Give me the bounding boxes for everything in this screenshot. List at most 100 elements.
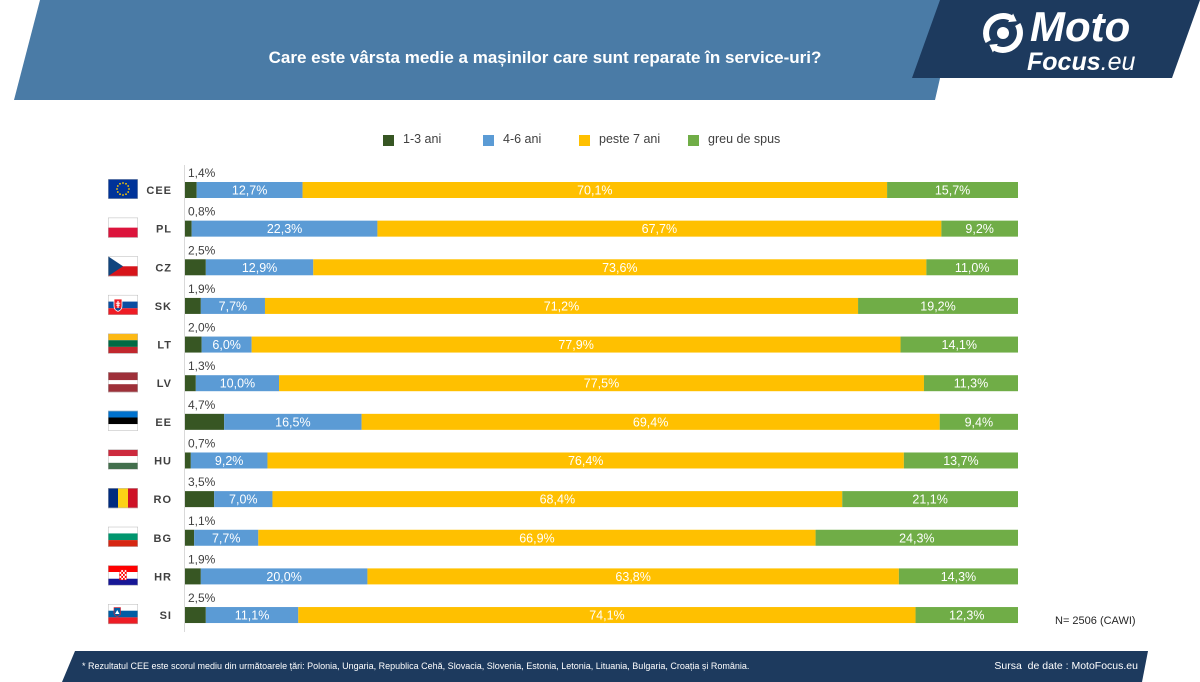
bar-segment-ro-4-6-ani xyxy=(214,491,273,508)
eu-flag-icon xyxy=(108,179,138,199)
value-label-si-4-6-ani: 11,1% xyxy=(235,609,270,623)
bar-segment-ee-greu-de-spus xyxy=(939,413,1018,430)
bar-segment-pl-greu-de-spus xyxy=(941,220,1018,237)
bar-segment-pl-4-6-ani xyxy=(191,220,378,237)
country-code-label: LT xyxy=(157,340,172,352)
bar-row-lt: LT 2,0% 6,0% 77,9% 14,1% xyxy=(108,321,1018,354)
hungary-flag-icon xyxy=(108,449,138,470)
croatia-flag-icon xyxy=(108,565,138,586)
legend-swatch xyxy=(483,135,494,146)
logo-focus-text: Focus xyxy=(1027,48,1101,76)
estonia-flag-icon xyxy=(108,410,138,431)
logo-word-moto: Moto xyxy=(1030,3,1130,50)
value-label-pl-greu-de-spus: 9,2% xyxy=(965,222,994,236)
bar-segment-cee-greu-de-spus xyxy=(887,182,1018,198)
value-label-hu-greu-de-spus: 13,7% xyxy=(943,454,978,468)
value-label-hu-peste-7-ani: 76,4% xyxy=(568,454,603,468)
bar-segment-si-peste-7-ani xyxy=(298,607,916,624)
value-label-ro-4-6-ani: 7,0% xyxy=(229,493,258,507)
bar-segment-ro-greu-de-spus xyxy=(842,491,1018,508)
bar-row-si: SI 2,5% 11,1% 74,1% 12,3% xyxy=(108,591,1018,625)
value-label-sk-peste-7-ani: 71,2% xyxy=(544,299,579,313)
value-label-lv-1-3-ani: 1,3% xyxy=(188,359,216,373)
value-label-si-1-3-ani: 2,5% xyxy=(188,591,216,605)
bar-segment-ee-peste-7-ani xyxy=(361,413,940,430)
bar-segment-cz-1-3-ani xyxy=(185,259,206,276)
legend-item-1-3-ani: 1-3 ani xyxy=(383,132,441,146)
value-label-pl-1-3-ani: 0,8% xyxy=(188,205,216,219)
bar-segment-lv-1-3-ani xyxy=(185,375,196,392)
value-label-pl-peste-7-ani: 67,7% xyxy=(642,222,677,236)
bar-segment-hu-1-3-ani xyxy=(185,452,191,469)
bar-rows: CEE 1,4% 12,7% 70,1% 15,7% PL 0,8% 22,3% 67,7% 9,… xyxy=(108,166,1018,625)
slovakia-flag-icon xyxy=(108,294,138,315)
bar-segment-ee-4-6-ani xyxy=(224,413,362,430)
sample-size-note: N= 2506 (CAWI) xyxy=(1055,615,1136,627)
bar-segment-ro-1-3-ani xyxy=(185,491,215,508)
bar-segment-hu-greu-de-spus xyxy=(903,452,1018,469)
value-label-hr-1-3-ani: 1,9% xyxy=(188,552,216,566)
value-label-sk-1-3-ani: 1,9% xyxy=(188,282,216,296)
latvia-flag-icon xyxy=(108,372,138,393)
bar-segment-sk-peste-7-ani xyxy=(264,297,859,314)
legend-swatch xyxy=(688,135,699,146)
value-label-sk-greu-de-spus: 19,2% xyxy=(920,299,955,313)
country-code-label: SI xyxy=(160,610,172,622)
country-code-label: SK xyxy=(155,301,172,313)
legend-item-peste-7-ani: peste 7 ani xyxy=(579,132,660,146)
bar-row-bg: BG 1,1% 7,7% 66,9% 24,3% xyxy=(108,514,1018,547)
bar-row-cee: CEE 1,4% 12,7% 70,1% 15,7% xyxy=(108,166,1018,199)
legend: 1-3 ani 4-6 ani peste 7 ani greu de spus xyxy=(383,132,780,146)
country-code-label: PL xyxy=(156,224,172,236)
value-label-lv-peste-7-ani: 77,5% xyxy=(584,377,619,391)
title-banner xyxy=(14,0,958,100)
value-label-sk-4-6-ani: 7,7% xyxy=(219,299,248,313)
bar-segment-lv-peste-7-ani xyxy=(279,375,924,392)
value-label-bg-4-6-ani: 7,7% xyxy=(212,531,241,545)
country-code-label: LV xyxy=(157,378,172,390)
value-label-cee-peste-7-ani: 70,1% xyxy=(577,184,612,198)
bar-segment-sk-greu-de-spus xyxy=(858,297,1018,314)
bar-segment-pl-peste-7-ani xyxy=(377,220,942,237)
value-label-hr-peste-7-ani: 63,8% xyxy=(615,570,650,584)
bar-row-sk: SK 1,9%7,7% 71,2% 19,2% xyxy=(108,282,1018,315)
value-label-ee-greu-de-spus: 9,4% xyxy=(965,415,994,429)
bulgaria-flag-icon xyxy=(108,526,138,547)
bar-segment-hu-peste-7-ani xyxy=(267,452,904,469)
bar-row-cz: CZ 2,5% 12,9% 73,6% 11,0% xyxy=(108,243,1018,277)
bar-segment-hr-1-3-ani xyxy=(185,568,201,585)
value-label-ro-1-3-ani: 3,5% xyxy=(188,475,216,489)
bar-row-ee: EE 4,7% 16,5% 69,4% 9,4% xyxy=(108,398,1018,431)
legend-swatch xyxy=(383,135,394,146)
bar-segment-hr-4-6-ani xyxy=(200,568,368,585)
value-label-hr-greu-de-spus: 14,3% xyxy=(941,570,976,584)
value-label-cz-peste-7-ani: 73,6% xyxy=(602,261,637,275)
value-label-lt-4-6-ani: 6,0% xyxy=(212,338,241,352)
logo: Moto Focus.eu xyxy=(912,0,1200,78)
value-label-bg-greu-de-spus: 24,3% xyxy=(899,531,934,545)
country-code-label: RO xyxy=(154,494,173,506)
logo-word-focus: Focus.eu xyxy=(1027,48,1135,76)
lithuania-flag-icon xyxy=(108,333,138,354)
bar-segment-hu-4-6-ani xyxy=(190,452,268,469)
value-label-cz-1-3-ani: 2,5% xyxy=(188,243,216,257)
bar-segment-cee-4-6-ani xyxy=(196,182,303,198)
bar-segment-cee-peste-7-ani xyxy=(302,182,888,198)
refresh-icon xyxy=(983,13,1023,53)
footer-source: Sursa de date : MotoFocus.eu xyxy=(994,660,1138,672)
bar-segment-bg-1-3-ani xyxy=(185,529,195,546)
bar-segment-pl-1-3-ani xyxy=(185,220,192,237)
value-label-ee-1-3-ani: 4,7% xyxy=(188,398,216,412)
country-code-label: BG xyxy=(154,533,173,545)
footer-band xyxy=(62,651,1148,682)
logo-suffix-text: .eu xyxy=(1101,48,1136,76)
value-label-bg-peste-7-ani: 66,9% xyxy=(519,531,554,545)
value-label-ee-4-6-ani: 16,5% xyxy=(275,415,310,429)
romania-flag-icon xyxy=(108,488,138,509)
bar-segment-lt-4-6-ani xyxy=(201,336,252,353)
legend-label: greu de spus xyxy=(708,132,780,146)
bar-segment-sk-4-6-ani xyxy=(200,297,265,314)
bar-segment-bg-4-6-ani xyxy=(194,529,259,546)
value-label-lt-1-3-ani: 2,0% xyxy=(188,321,216,335)
